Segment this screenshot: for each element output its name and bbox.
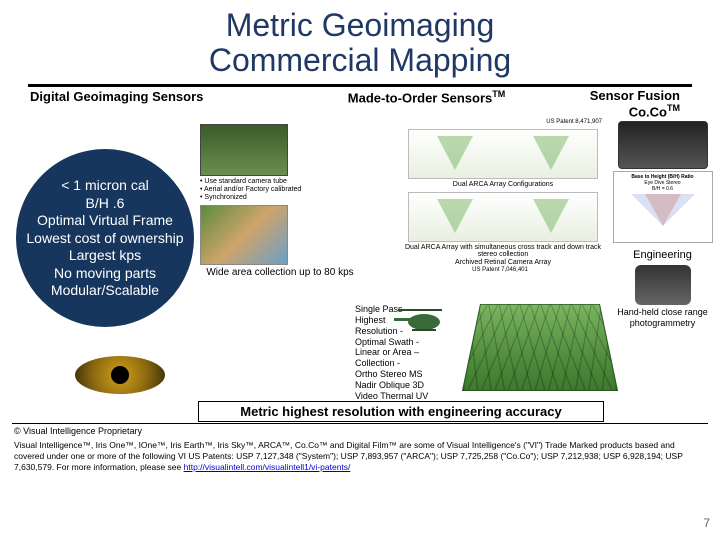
diagram-label-2: Archived Retinal Camera Array (398, 259, 608, 266)
grid-perspective-image (462, 304, 618, 391)
oval-line-2: Optimal Virtual Frame (37, 212, 173, 230)
proprietary-notice: © Visual Intelligence Proprietary (0, 424, 720, 440)
wide-area-label: Wide area collection up to 80 kps (200, 267, 360, 278)
phone-image (635, 265, 691, 305)
spec-4: Linear or Area – (355, 347, 475, 358)
trademark-link[interactable]: http://visualintell.com/visualintell1/vi… (184, 462, 351, 472)
main-area: < 1 micron cal B/H .6 Optimal Virtual Fr… (0, 119, 720, 419)
oval-line-6: Modular/Scalable (51, 282, 159, 300)
spec-8: Video Thermal UV (355, 391, 475, 402)
sensor-image (200, 124, 288, 176)
diagram-column: US Patent 8,471,907 Dual ARCA Array Conf… (398, 119, 608, 273)
header-left: Digital Geoimaging Sensors (30, 89, 203, 119)
eye-icon (75, 356, 165, 394)
oval-line-4: Largest kps (69, 247, 141, 265)
header-right-l1: Sensor Fusion (590, 88, 680, 103)
center-column: • Use standard camera tube • Aerial and/… (200, 124, 400, 278)
feature-oval: < 1 micron cal B/H .6 Optimal Virtual Fr… (16, 149, 194, 327)
tiny-list-0: • Use standard camera tube (200, 178, 400, 186)
banner: Metric highest resolution with engineeri… (198, 401, 604, 422)
map-image (200, 205, 288, 265)
header-right-l2: Co.Co (629, 104, 667, 119)
header-center-text: Made-to-Order Sensors (348, 91, 492, 106)
right-column: Base to Height (B/H) Ratio Eye Dive Ster… (610, 119, 715, 328)
title-rule (28, 84, 692, 87)
vi-logo (60, 347, 180, 402)
helicopter-icon (390, 304, 460, 334)
header-center-sup: TM (492, 89, 505, 99)
tiny-list: • Use standard camera tube • Aerial and/… (200, 178, 400, 201)
diagram-0 (408, 129, 598, 179)
spec-3: Optimal Swath - (355, 337, 475, 348)
tiny-list-1: • Aerial and/or Factory calibrated (200, 186, 400, 194)
spec-5: Collection - (355, 358, 475, 369)
patent-0: US Patent 8,471,907 (398, 119, 608, 125)
oval-line-1: B/H .6 (86, 195, 125, 213)
bh-diagram: Base to Height (B/H) Ratio Eye Dive Ster… (613, 171, 713, 243)
engineering-label: Engineering (610, 249, 715, 261)
page-number: 7 (703, 516, 710, 530)
tiny-list-2: • Synchronized (200, 194, 400, 202)
title-line1: Metric Geoimaging (226, 7, 495, 43)
oval-line-3: Lowest cost of ownership (26, 230, 183, 248)
diagram-1 (408, 192, 598, 242)
title-line2: Commercial Mapping (209, 42, 511, 78)
diagram-label-0: Dual ARCA Array Configurations (398, 181, 608, 188)
page-title: Metric Geoimaging Commercial Mapping (0, 0, 720, 80)
patent-2: US Patent 7,046,401 (398, 267, 608, 273)
handheld-label: Hand-held close range photogrammetry (610, 307, 715, 328)
trademark-block: Visual Intelligence™, Iris One™, IOne™, … (0, 440, 720, 472)
bh-sub2: B/H = 0.6 (616, 186, 710, 192)
spec-6: Ortho Stereo MS (355, 369, 475, 380)
oval-line-0: < 1 micron cal (61, 177, 149, 195)
column-headers: Digital Geoimaging Sensors Made-to-Order… (0, 89, 720, 119)
spec-7: Nadir Oblique 3D (355, 380, 475, 391)
header-center: Made-to-Order SensorsTM (203, 89, 589, 119)
oval-line-5: No moving parts (54, 265, 156, 283)
header-right: Sensor Fusion Co.CoTM (590, 89, 680, 119)
header-right-sup: TM (667, 103, 680, 113)
diagram-label-1: Dual ARCA Array with simultaneous cross … (398, 244, 608, 258)
camera-image (618, 121, 708, 169)
